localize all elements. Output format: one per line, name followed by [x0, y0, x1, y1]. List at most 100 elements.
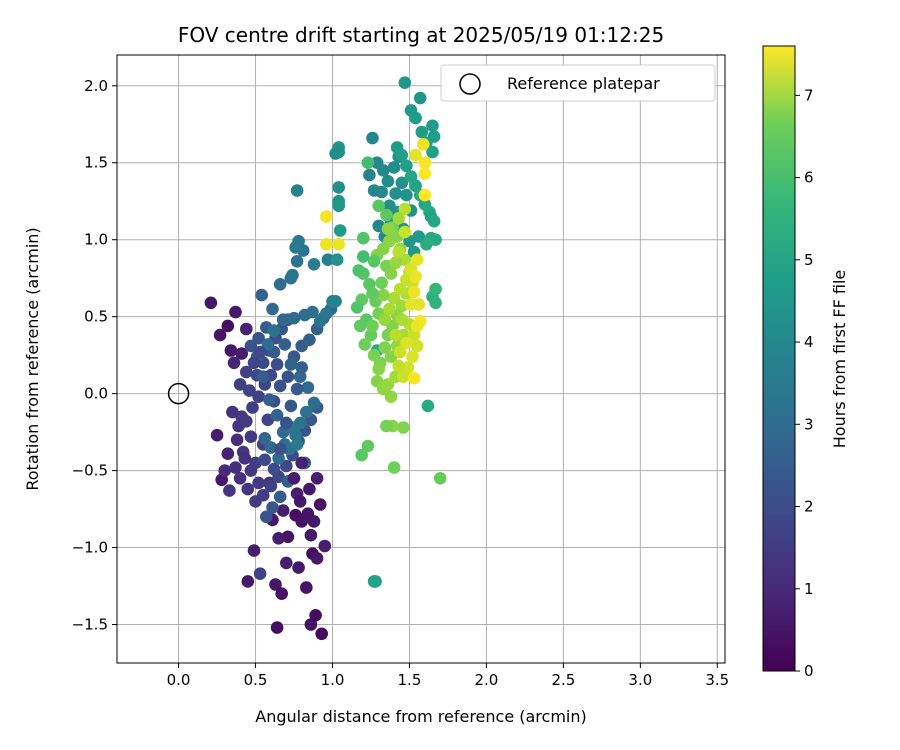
data-point — [415, 125, 429, 139]
data-point — [272, 452, 285, 465]
data-point — [372, 199, 386, 213]
data-point — [258, 453, 272, 467]
data-point — [389, 328, 402, 342]
data-point — [395, 148, 409, 162]
data-point — [418, 156, 432, 169]
data-point — [367, 254, 381, 268]
data-point — [320, 307, 333, 320]
data-point — [280, 459, 293, 473]
data-point — [267, 462, 281, 476]
data-point — [218, 464, 231, 477]
x-tick-label: 3.5 — [705, 671, 729, 689]
data-point — [406, 350, 419, 364]
colorbar-tick-label: 1 — [804, 580, 814, 598]
y-tick-label: 2.0 — [84, 77, 108, 95]
data-point — [378, 341, 392, 354]
data-point — [227, 356, 241, 370]
data-point — [276, 313, 290, 327]
data-point — [233, 472, 247, 485]
data-point — [404, 298, 418, 311]
data-point — [398, 225, 412, 239]
data-point — [269, 578, 282, 591]
x-tick-label: 3.0 — [628, 671, 652, 689]
data-point — [290, 184, 304, 197]
data-point — [229, 305, 242, 319]
data-point — [397, 421, 410, 434]
legend: Reference platepar — [440, 64, 716, 102]
colorbar-tick-label: 4 — [804, 333, 814, 351]
data-point — [246, 401, 259, 414]
data-point — [213, 328, 227, 342]
data-point — [383, 302, 396, 316]
legend-box — [440, 64, 716, 102]
data-point — [280, 416, 293, 430]
data-point — [226, 405, 239, 419]
data-point — [392, 359, 406, 373]
data-point — [389, 256, 402, 270]
data-point — [261, 413, 275, 427]
data-point — [290, 438, 304, 451]
legend-entry: Reference platepar — [507, 74, 660, 93]
data-point — [361, 439, 375, 453]
data-point — [387, 461, 401, 474]
data-point — [270, 358, 284, 371]
data-point — [426, 119, 439, 133]
data-point — [280, 556, 293, 570]
data-point — [304, 528, 318, 542]
data-point — [313, 498, 327, 511]
x-tick-label: 0.0 — [167, 671, 191, 689]
data-point — [307, 396, 321, 410]
data-point — [378, 313, 392, 327]
data-point — [409, 270, 422, 284]
data-point — [273, 442, 287, 456]
colorbar-tick-label: 5 — [804, 251, 814, 269]
data-point — [400, 159, 413, 173]
data-point — [253, 345, 267, 359]
data-point — [358, 338, 372, 351]
data-point — [353, 319, 367, 333]
data-point — [273, 278, 287, 291]
data-point — [393, 282, 407, 296]
data-point — [387, 291, 401, 305]
data-point — [332, 238, 346, 251]
data-point — [427, 130, 441, 143]
data-point — [320, 238, 333, 251]
data-point — [275, 587, 289, 600]
data-point — [270, 408, 284, 422]
data-point — [270, 621, 284, 634]
x-axis-ticks: 0.0 0.5 1.0 1.5 2.0 2.5 3.0 3.5 — [167, 663, 729, 689]
data-point — [306, 305, 319, 319]
scatter-points — [204, 76, 447, 641]
data-point — [244, 464, 258, 477]
data-point — [409, 111, 422, 125]
data-point — [286, 268, 299, 282]
data-point — [400, 188, 413, 202]
data-point — [235, 410, 248, 424]
data-point — [357, 267, 370, 280]
data-point — [407, 285, 421, 299]
data-point — [420, 238, 433, 251]
reference-marker — [167, 382, 190, 405]
data-point — [310, 552, 324, 565]
data-point — [427, 214, 441, 228]
data-point — [392, 245, 406, 259]
x-tick-label: 0.5 — [244, 671, 268, 689]
y-axis-ticks: −1.5 −1.0 −0.5 0.0 0.5 1.0 1.5 2.0 — [72, 77, 117, 634]
y-tick-label: 1.0 — [84, 231, 108, 249]
data-point — [310, 472, 324, 485]
data-point — [318, 539, 332, 553]
data-point — [238, 452, 252, 465]
data-point — [301, 507, 315, 520]
data-point — [355, 448, 369, 462]
y-tick-label: 1.5 — [84, 154, 108, 172]
data-point — [417, 138, 430, 151]
data-point — [240, 322, 253, 336]
data-point — [263, 393, 276, 407]
data-point — [273, 379, 287, 393]
data-point — [329, 147, 342, 160]
colorbar-label: Hours from first FF file — [830, 270, 849, 449]
x-axis-label: Angular distance from reference (arcmin) — [255, 707, 586, 726]
data-point — [253, 567, 267, 580]
data-point — [292, 234, 305, 248]
